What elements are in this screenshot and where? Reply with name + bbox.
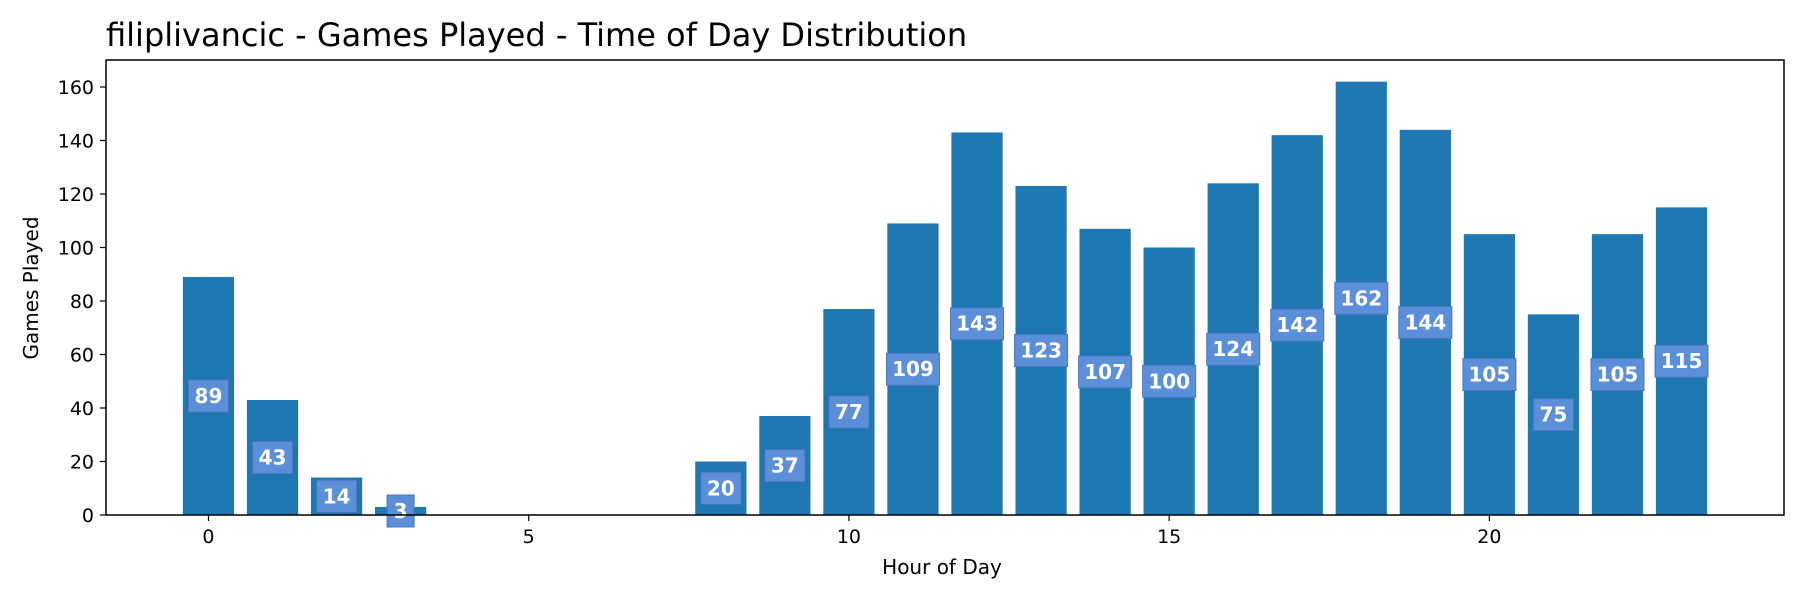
data-label-box-hour-23	[1654, 344, 1709, 378]
y-tick-label: 80	[70, 291, 94, 313]
y-axis-label: Games Played	[19, 216, 43, 359]
data-label-hour-21: 75	[1540, 403, 1568, 427]
data-label-box-hour-18	[1334, 281, 1389, 315]
data-label-hour-2: 14	[323, 484, 351, 508]
x-tick-label: 20	[1477, 526, 1501, 548]
data-label-box-hour-0	[187, 379, 229, 413]
y-tick-label: 160	[58, 77, 94, 99]
data-label-hour-22: 105	[1597, 363, 1639, 387]
data-label-hour-23: 115	[1661, 349, 1703, 373]
data-label-box-hour-12	[950, 307, 1005, 341]
data-label-box-hour-13	[1014, 333, 1069, 367]
data-label-box-hour-16	[1206, 332, 1261, 366]
data-label-hour-15: 100	[1148, 369, 1190, 393]
data-label-hour-1: 43	[259, 445, 287, 469]
y-tick-label: 120	[58, 184, 94, 206]
data-label-box-hour-15	[1142, 364, 1197, 398]
data-label-box-hour-8	[700, 471, 742, 505]
y-ticks-group: 0 20 40 60 80 100 120 140 160	[58, 77, 106, 527]
y-tick-label: 100	[58, 238, 94, 260]
data-label-box-hour-1	[252, 440, 294, 474]
data-label-hour-9: 37	[771, 454, 799, 478]
x-ticks-group: 0 5 10 15 20	[202, 515, 1501, 548]
y-tick-label: 140	[58, 131, 94, 153]
y-tick-label: 20	[70, 452, 94, 474]
data-label-box-hour-10	[828, 395, 870, 429]
data-label-hour-10: 77	[835, 400, 863, 424]
data-label-hour-20: 105	[1469, 363, 1511, 387]
x-axis-label: Hour of Day	[882, 555, 1002, 579]
data-label-box-hour-9	[764, 449, 806, 483]
x-tick-label: 0	[202, 526, 214, 548]
data-label-hour-16: 124	[1212, 337, 1254, 361]
data-label-hour-13: 123	[1020, 338, 1062, 362]
x-tick-label: 5	[523, 526, 535, 548]
x-tick-label: 10	[837, 526, 861, 548]
y-tick-label: 40	[70, 398, 94, 420]
data-label-hour-17: 142	[1276, 313, 1318, 337]
data-label-hour-8: 20	[707, 476, 735, 500]
chart-title: filiplivancic - Games Played - Time of D…	[106, 16, 967, 54]
data-label-hour-12: 143	[956, 312, 998, 336]
x-tick-label: 15	[1157, 526, 1181, 548]
data-label-box-hour-2	[316, 479, 358, 513]
data-label-box-hour-14	[1078, 355, 1133, 389]
data-label-box-hour-20	[1462, 358, 1517, 392]
data-label-hour-19: 144	[1404, 310, 1446, 334]
y-tick-label: 60	[70, 345, 94, 367]
data-label-hour-3: 3	[394, 499, 408, 523]
data-label-box-hour-11	[885, 352, 940, 386]
data-label-hour-11: 109	[892, 357, 934, 381]
data-label-box-hour-3	[386, 494, 415, 528]
data-label-hour-0: 89	[195, 384, 223, 408]
data-label-box-hour-21	[1532, 398, 1574, 432]
y-tick-label: 0	[82, 505, 94, 527]
plot-frame	[105, 59, 1785, 516]
data-label-hour-18: 162	[1340, 286, 1382, 310]
data-label-box-hour-22	[1590, 358, 1645, 392]
data-label-hour-14: 107	[1084, 360, 1126, 384]
data-label-box-hour-19	[1398, 305, 1453, 339]
data-label-box-hour-17	[1270, 308, 1325, 342]
